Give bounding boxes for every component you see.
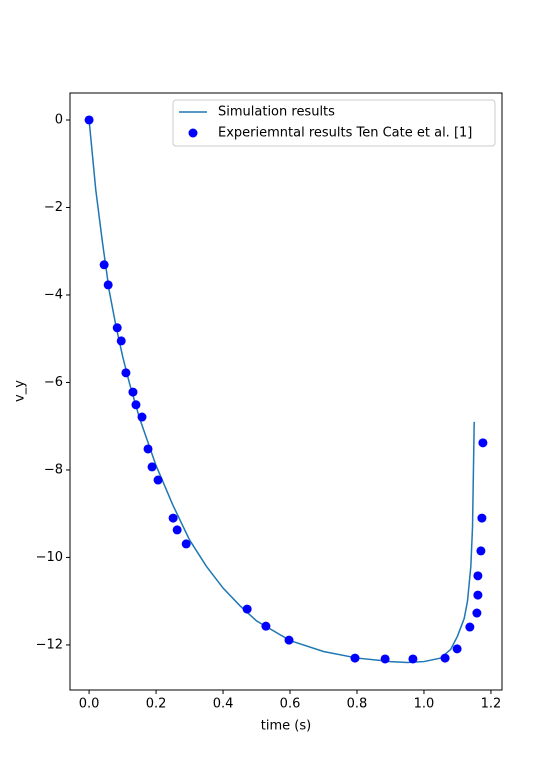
y-axis-label: v_y bbox=[13, 380, 28, 402]
marker bbox=[84, 115, 94, 125]
marker bbox=[473, 571, 483, 581]
marker bbox=[440, 653, 450, 663]
y-tick-label: −10 bbox=[36, 550, 63, 565]
marker bbox=[147, 462, 157, 472]
y-tick-label: −8 bbox=[44, 462, 63, 477]
x-tick-label: 0.4 bbox=[213, 697, 234, 712]
marker bbox=[242, 604, 252, 614]
line bbox=[88, 119, 475, 664]
legend-label: Experiemntal results Ten Cate et al. [1] bbox=[218, 126, 472, 141]
marker bbox=[473, 590, 483, 600]
marker bbox=[181, 539, 191, 549]
marker bbox=[121, 368, 131, 378]
marker bbox=[143, 444, 153, 454]
legend-marker bbox=[188, 128, 198, 138]
marker bbox=[116, 336, 126, 346]
axes-frame bbox=[69, 92, 503, 691]
marker bbox=[99, 260, 109, 270]
marker bbox=[112, 323, 122, 333]
y-tick-label: 0 bbox=[55, 112, 63, 127]
marker bbox=[131, 400, 141, 410]
marker bbox=[476, 546, 486, 556]
x-tick-label: 0.8 bbox=[347, 697, 368, 712]
marker bbox=[478, 438, 488, 448]
marker bbox=[172, 525, 182, 535]
marker bbox=[350, 653, 360, 663]
marker bbox=[261, 621, 271, 631]
y-tick-label: −6 bbox=[44, 375, 63, 390]
x-tick-label: 0.2 bbox=[146, 697, 167, 712]
marker bbox=[284, 635, 294, 645]
marker bbox=[128, 387, 138, 397]
marker bbox=[477, 513, 487, 523]
marker bbox=[472, 608, 482, 618]
y-tick-label: −4 bbox=[44, 287, 63, 302]
x-tick-label: 1.2 bbox=[481, 697, 502, 712]
x-tick-label: 0.0 bbox=[79, 697, 100, 712]
x-tick-label: 0.6 bbox=[280, 697, 301, 712]
marker bbox=[103, 280, 113, 290]
legend: Simulation results Experiemntal results T… bbox=[172, 99, 496, 147]
legend-box bbox=[172, 99, 496, 147]
y-tick-label: −2 bbox=[44, 200, 63, 215]
marker bbox=[408, 654, 418, 664]
marker bbox=[465, 622, 475, 632]
marker bbox=[168, 513, 178, 523]
x-tick-label: 1.0 bbox=[414, 697, 435, 712]
marker bbox=[153, 475, 163, 485]
marker bbox=[380, 654, 390, 664]
y-tick-label: −12 bbox=[36, 637, 63, 652]
x-axis-label: time (s) bbox=[261, 719, 311, 734]
marker bbox=[452, 644, 462, 654]
legend-label: Simulation results bbox=[218, 105, 335, 120]
marker bbox=[137, 412, 147, 422]
